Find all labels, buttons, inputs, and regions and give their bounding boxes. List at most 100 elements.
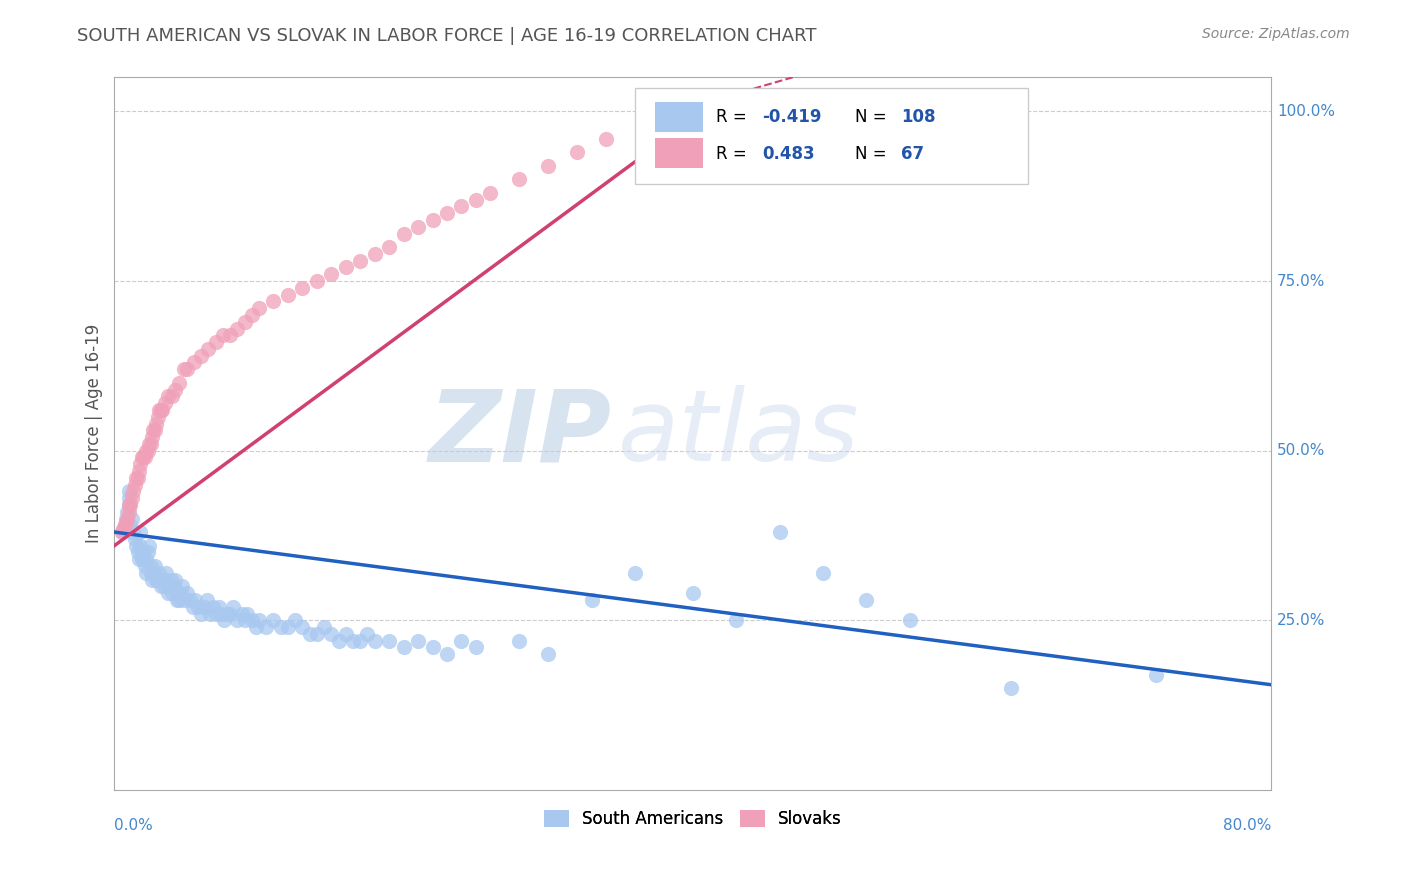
Point	[537, 647, 560, 661]
Text: atlas: atlas	[617, 385, 859, 483]
Point	[128, 552, 150, 566]
Text: 100.0%: 100.0%	[1277, 103, 1336, 119]
Point	[595, 131, 617, 145]
Point	[247, 613, 270, 627]
Point	[508, 633, 530, 648]
Text: R =: R =	[716, 108, 752, 127]
Point	[132, 545, 155, 559]
Point	[138, 539, 160, 553]
Point	[156, 586, 179, 600]
Point	[148, 403, 170, 417]
Point	[406, 219, 429, 234]
Point	[152, 579, 174, 593]
Point	[184, 593, 207, 607]
Point	[263, 613, 285, 627]
Point	[321, 627, 343, 641]
Point	[190, 607, 212, 621]
Text: Source: ZipAtlas.com: Source: ZipAtlas.com	[1202, 27, 1350, 41]
Point	[149, 403, 172, 417]
Point	[465, 193, 488, 207]
Point	[111, 524, 134, 539]
Point	[349, 633, 371, 648]
Point	[114, 518, 136, 533]
Point	[129, 457, 152, 471]
Point	[298, 627, 321, 641]
Point	[138, 437, 160, 451]
Point	[148, 566, 170, 580]
Point	[129, 539, 152, 553]
Point	[190, 349, 212, 363]
Point	[124, 532, 146, 546]
Point	[422, 640, 444, 655]
Text: -0.419: -0.419	[762, 108, 821, 127]
Point	[291, 620, 314, 634]
Point	[204, 334, 226, 349]
Point	[240, 308, 263, 322]
Point	[142, 566, 165, 580]
Point	[328, 633, 350, 648]
Point	[378, 633, 401, 648]
Point	[581, 593, 603, 607]
Text: ZIP: ZIP	[429, 385, 612, 483]
Point	[193, 599, 215, 614]
Point	[537, 159, 560, 173]
Point	[176, 362, 198, 376]
Point	[132, 450, 155, 465]
Point	[406, 633, 429, 648]
Point	[291, 281, 314, 295]
Point	[125, 539, 148, 553]
Point	[342, 633, 364, 648]
Point	[436, 647, 458, 661]
Point	[392, 227, 415, 241]
Point	[145, 417, 167, 431]
Point	[214, 613, 236, 627]
Point	[314, 620, 336, 634]
Point	[155, 566, 177, 580]
Point	[450, 199, 472, 213]
Point	[855, 593, 877, 607]
Point	[135, 566, 157, 580]
Point	[364, 247, 387, 261]
Point	[217, 607, 239, 621]
Text: N =: N =	[855, 145, 891, 162]
Legend: South Americans, Slovaks: South Americans, Slovaks	[537, 804, 849, 835]
Text: R =: R =	[716, 145, 752, 162]
Point	[120, 498, 142, 512]
Point	[349, 253, 371, 268]
Point	[195, 593, 218, 607]
Text: 80.0%: 80.0%	[1223, 819, 1271, 833]
Point	[277, 287, 299, 301]
Point	[146, 409, 169, 424]
Point	[245, 620, 267, 634]
Point	[153, 396, 176, 410]
Point	[769, 524, 792, 539]
Point	[150, 403, 173, 417]
Point	[142, 423, 165, 437]
Point	[240, 613, 263, 627]
FancyBboxPatch shape	[655, 138, 703, 168]
Point	[465, 640, 488, 655]
Point	[392, 640, 415, 655]
Point	[167, 586, 190, 600]
Point	[131, 450, 153, 465]
Point	[118, 491, 141, 505]
Point	[321, 267, 343, 281]
Point	[141, 430, 163, 444]
Point	[183, 355, 205, 369]
Point	[169, 593, 191, 607]
Point	[165, 573, 187, 587]
Point	[201, 599, 224, 614]
Point	[356, 627, 378, 641]
Point	[450, 633, 472, 648]
Point	[135, 443, 157, 458]
Point	[134, 559, 156, 574]
Point	[156, 389, 179, 403]
Point	[725, 613, 748, 627]
Point	[1144, 667, 1167, 681]
Point	[169, 376, 191, 390]
Point	[122, 524, 145, 539]
Point	[136, 545, 159, 559]
Point	[139, 566, 162, 580]
Point	[898, 613, 921, 627]
Point	[219, 607, 242, 621]
